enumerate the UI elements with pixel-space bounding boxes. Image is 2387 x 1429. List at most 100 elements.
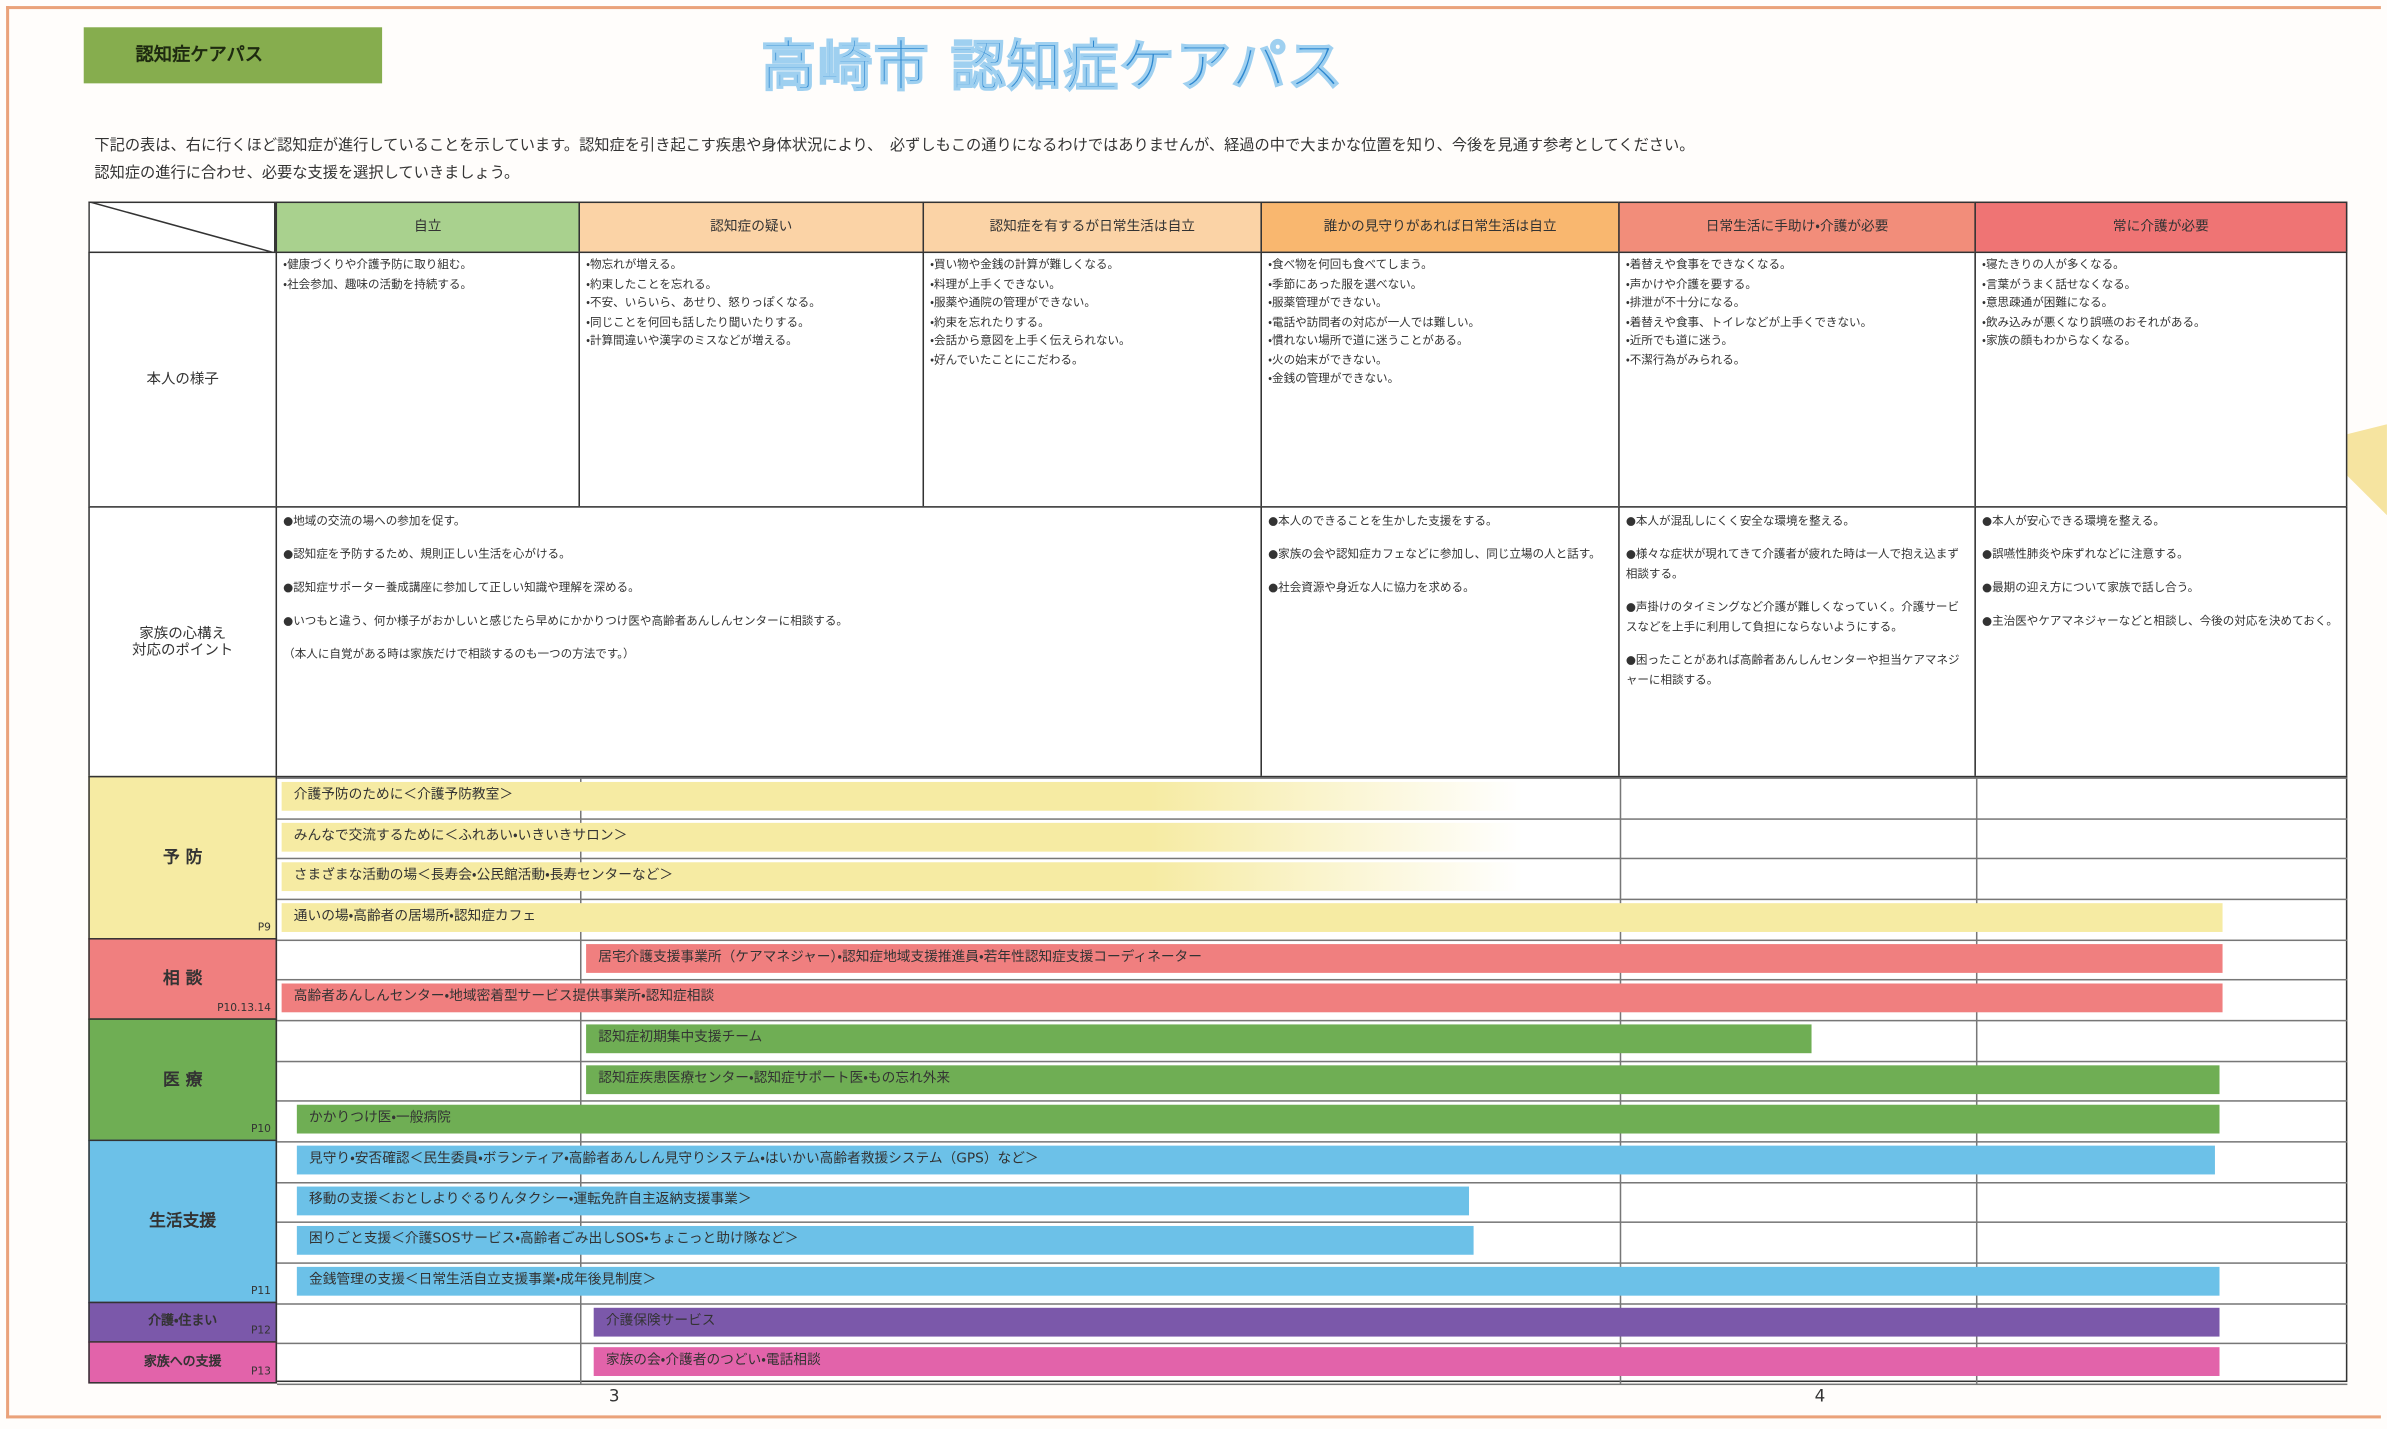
corner-cell bbox=[88, 201, 276, 254]
cell-line: ●主治医やケアマネジャーなどと相談し、今後の対応を決めておく。 bbox=[1982, 613, 2338, 628]
cell-line: ●本人が安心できる環境を整える。 bbox=[1982, 513, 2165, 528]
cell-line: ・季節にあった服を選べない。 bbox=[1268, 276, 1423, 291]
row-line bbox=[277, 1181, 2348, 1184]
row-line bbox=[277, 898, 2348, 901]
service-bar: 高齢者あんしんセンター・地域密着型サービス提供事業所・認知症相談 bbox=[281, 984, 2223, 1013]
service-bar: 介護予防のために＜介護予防教室＞ bbox=[281, 781, 1523, 811]
service-label: 生活支援 P11 bbox=[88, 1139, 278, 1303]
row-line bbox=[277, 1100, 2348, 1103]
service-bar: みんなで交流するために＜ふれあい・いきいきサロン＞ bbox=[281, 822, 1523, 852]
cell-line: ・寝たきりの人が多くなる。 bbox=[1982, 257, 2125, 272]
row-line bbox=[277, 939, 2348, 941]
cell-line: ●最期の迎え方について家族で話し合う。 bbox=[1982, 580, 2200, 595]
service-bar: 認知症初期集中支援チーム bbox=[586, 1024, 1812, 1054]
cell-line: ・健康づくりや介護予防に取り組む。 bbox=[283, 257, 473, 272]
cell-line: ・着替えや食事をできなくなる。 bbox=[1625, 257, 1792, 272]
cell-line: ・意思疎通が困難になる。 bbox=[1982, 295, 2114, 310]
page-ref: P12 bbox=[250, 1325, 271, 1338]
cell-line: （本人に自覚がある時は家族だけで相談するのも一つの方法です。） bbox=[283, 647, 635, 661]
cell-line: ・着替えや食事、トイレなどが上手くできない。 bbox=[1625, 314, 1873, 329]
cell-line: ・服薬管理ができない。 bbox=[1268, 295, 1388, 310]
page-ref: P13 bbox=[250, 1365, 271, 1378]
state-cell: ・食べ物を何回も食べてしまう。 ・季節にあった服を選べない。 ・服薬管理ができない。… bbox=[1260, 251, 1620, 508]
row-line bbox=[277, 1141, 2348, 1143]
service-bar: 見守り・安否確認＜民生委員・ボランティア・高齢者あんしん見守りシステム・はいかい… bbox=[296, 1145, 2215, 1175]
cell-line: ・慣れない場所で道に迷うことがある。 bbox=[1268, 333, 1469, 348]
cell-line: ・計算間違いや漢字のミスなどが増える。 bbox=[586, 333, 798, 348]
row-line bbox=[277, 1343, 2348, 1345]
service-bar: 介護保険サービス bbox=[593, 1307, 2220, 1337]
cell-line: ●いつもと違う、何か様子がおかしいと感じたら早めにかかりつけ医や高齢者あんしんセ… bbox=[283, 613, 848, 628]
service-bar: 家族の会・介護者のつどい・電話相談 bbox=[593, 1347, 2220, 1377]
state-cell: ・健康づくりや介護予防に取り組む。 ・社会参加、趣味の活動を持続する。 bbox=[275, 251, 580, 508]
state-cell: ・買い物や金銭の計算が難しくなる。 ・料理が上手くできない。・服薬や通院の管理がで… bbox=[922, 251, 1262, 508]
cell-line: ・社会参加、趣味の活動を持続する。 bbox=[283, 276, 473, 291]
row-line bbox=[277, 777, 2348, 779]
section-tag: 認知症ケアパス bbox=[83, 27, 383, 84]
stage-header: 認知症を有するが日常生活は自立 bbox=[922, 201, 1262, 254]
stage-header: 日常生活に手助け・介護が必要 bbox=[1618, 201, 1976, 254]
corner-diagonal bbox=[88, 201, 276, 254]
row-line bbox=[277, 979, 2348, 981]
row-line bbox=[277, 817, 2348, 820]
service-bar: 認知症疾患医療センター・認知症サポート医・もの忘れ外来 bbox=[586, 1064, 2220, 1094]
cell-line: ・買い物や金銭の計算が難しくなる。 bbox=[930, 257, 1120, 272]
cell-line: ●本人のできることを生かした支援をする。 bbox=[1268, 513, 1498, 528]
row-label: 本人の様子 bbox=[88, 251, 278, 508]
cell-line: ・物忘れが増える。 bbox=[586, 257, 683, 272]
cell-line: ●誤嚥性肺炎や床ずれなどに注意する。 bbox=[1982, 547, 2189, 561]
cell-line: ・料理が上手くできない。 bbox=[930, 276, 1061, 291]
intro-line: 下記の表は、右に行くほど認知症が進行していることを示しています。認知症を引き起こ… bbox=[94, 137, 1695, 155]
page-ref: P10 bbox=[250, 1122, 271, 1136]
cell-line: ●本人が混乱しにくく安全な環境を整える。 bbox=[1625, 513, 1855, 528]
stage-header: 認知症の疑い bbox=[578, 201, 925, 254]
page-border bbox=[6, 6, 2381, 1419]
service-label: 介護・住まい P12 bbox=[88, 1301, 278, 1344]
stage-header: 自立 bbox=[275, 201, 580, 254]
cell-line: ・電話や訪問者の対応が一人では難しい。 bbox=[1268, 314, 1481, 329]
service-label: 家族への支援 P13 bbox=[88, 1341, 278, 1384]
state-cell: ●本人のできることを生かした支援をする。 ●家族の会や認知症カフェなどに参加し、同… bbox=[1260, 506, 1620, 778]
cell-line: ・不潔行為がみられる。 bbox=[1625, 352, 1746, 366]
cell-line: ・約束を忘れたりする。 bbox=[930, 314, 1050, 329]
cell-line: ●声掛けのタイミングなど介護が難しくなっていく。介護サービスなどを上手に利用して… bbox=[1625, 600, 1960, 634]
service-bar: さまざまな活動の場＜長寿会・公民館活動・長寿センターなど＞ bbox=[281, 862, 1523, 892]
cell-line: ●様々な症状が現れてきて介護者が疲れた時は一人で抱え込まず相談する。 bbox=[1625, 547, 1959, 581]
stage-header: 常に介護が必要 bbox=[1974, 201, 2348, 254]
cell-line: ・会話から意図を上手く伝えられない。 bbox=[930, 333, 1131, 348]
service-bar: かかりつけ医・一般病院 bbox=[296, 1105, 2220, 1135]
cell-line: ・火の始末ができない。 bbox=[1268, 352, 1388, 366]
service-bar: 困りごと支援＜介護SOSサービス・高齢者ごみ出しSOS・ちょこっと助け隊など＞ bbox=[296, 1226, 1474, 1256]
page-title: 高崎市 認知症ケアパス bbox=[760, 36, 1344, 100]
state-cell: ・寝たきりの人が多くなる。 ・言葉がうまく話せなくなる。 ・意思疎通が困難になる。・… bbox=[1974, 251, 2348, 508]
cell-line: ・好んでいたことにこだわる。 bbox=[930, 352, 1084, 366]
row-line bbox=[277, 1302, 2348, 1305]
cell-line: ●困ったことがあれば高齢者あんしんセンターや担当ケアマネジャーに相談する。 bbox=[1625, 653, 1960, 687]
row-line bbox=[277, 1383, 2348, 1386]
cell-line: ・近所でも道に迷う。 bbox=[1625, 333, 1734, 348]
page-ref: P11 bbox=[250, 1284, 271, 1297]
cell-line: ・家族の顔もわからなくなる。 bbox=[1982, 333, 2137, 348]
cell-line: ●認知症サポーター養成講座に参加して正しい知識や理解を深める。 bbox=[283, 580, 640, 595]
intro-line: 認知症の進行に合わせ、必要な支援を選択していきましょう。 bbox=[94, 165, 520, 182]
row-label: 家族の心構え 対応のポイント bbox=[88, 506, 278, 778]
cell-line: ・約束したことを忘れる。 bbox=[586, 276, 718, 291]
service-label: 予 防 P9 bbox=[88, 775, 278, 940]
cell-line: ●社会資源や身近な人に協力を求める。 bbox=[1268, 580, 1475, 595]
service-bar: 金銭管理の支援＜日常生活自立支援事業・成年後見制度＞ bbox=[296, 1266, 2220, 1296]
column-line bbox=[579, 777, 582, 1384]
cell-line: ・服薬や通院の管理ができない。 bbox=[930, 295, 1096, 310]
page-number: 3 bbox=[608, 1386, 620, 1407]
service-bar: 居宅介護支援事業所（ケアマネジャー）・認知症地域支援推進員・若年性認知症支援コー… bbox=[586, 943, 2223, 973]
state-cell: ●地域の交流の場への参加を促す。 ●認知症を予防するため、規則正しい生活を心がける… bbox=[275, 506, 1262, 778]
row-line bbox=[277, 1019, 2348, 1022]
page-ref: P9 bbox=[257, 920, 271, 933]
service-bar: 移動の支援＜おとしよりぐるりんタクシー・運転免許自主返納支援事業＞ bbox=[296, 1186, 1470, 1215]
cell-line: ・排泄が不十分になる。 bbox=[1625, 295, 1746, 310]
cell-line: ・言葉がうまく話せなくなる。 bbox=[1982, 276, 2137, 291]
service-label: 医 療 P10 bbox=[88, 1018, 278, 1142]
page-ref: P10.13.14 bbox=[217, 1001, 271, 1014]
cell-line: ・食べ物を何回も食べてしまう。 bbox=[1268, 257, 1433, 272]
cell-line: ●認知症を予防するため、規則正しい生活を心がける。 bbox=[283, 547, 571, 561]
